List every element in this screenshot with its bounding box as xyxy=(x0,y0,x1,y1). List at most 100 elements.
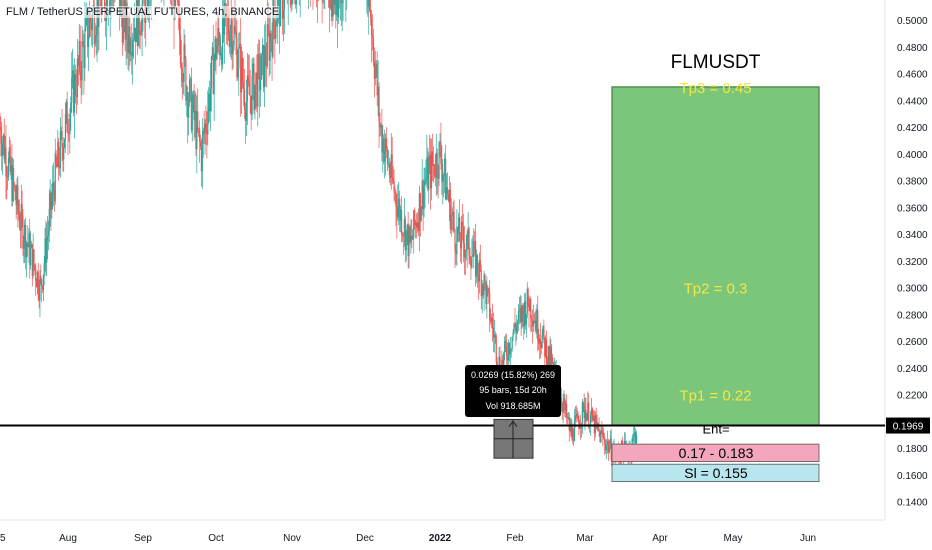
time-tick-label: Mar xyxy=(576,533,594,544)
candle-body xyxy=(6,176,8,177)
candle-body xyxy=(242,82,245,90)
candle xyxy=(491,303,494,342)
candle-body xyxy=(84,28,86,69)
candle xyxy=(9,139,11,176)
candle xyxy=(18,199,21,231)
time-tick-label: 5 xyxy=(0,533,6,544)
candle-body xyxy=(234,25,236,32)
candle-body xyxy=(572,427,574,440)
candle xyxy=(421,159,423,216)
candle-body xyxy=(436,152,438,176)
candle xyxy=(179,13,182,69)
candle xyxy=(332,0,334,21)
candle-body xyxy=(54,153,56,202)
candle xyxy=(451,207,453,232)
candle xyxy=(475,249,478,284)
candle xyxy=(524,292,527,330)
candle-body xyxy=(606,441,609,445)
candle xyxy=(190,67,192,134)
candle xyxy=(28,227,30,248)
candle-body xyxy=(398,198,400,207)
candle-body xyxy=(453,211,455,230)
candle-body xyxy=(415,222,417,226)
candle xyxy=(160,0,162,3)
candle xyxy=(403,198,405,247)
candle-body xyxy=(582,402,584,404)
candle xyxy=(134,27,137,65)
candle xyxy=(520,295,522,336)
candle xyxy=(79,25,81,89)
candle-body xyxy=(391,154,393,178)
candle-body xyxy=(125,2,127,40)
candle xyxy=(460,215,463,264)
candle xyxy=(594,411,596,438)
price-tick-label: 0.4800 xyxy=(897,43,928,54)
candle xyxy=(445,173,448,201)
candle-body xyxy=(50,193,52,210)
candle xyxy=(316,0,317,8)
candle xyxy=(430,138,433,201)
candle xyxy=(243,69,246,120)
candle xyxy=(525,313,527,338)
candle-body xyxy=(261,54,263,80)
candle-body xyxy=(196,111,198,149)
price-tick-label: 0.2600 xyxy=(897,337,928,348)
candle xyxy=(113,0,115,13)
candle-body xyxy=(537,310,539,341)
candle-body xyxy=(496,361,498,367)
candle xyxy=(518,297,520,325)
candle xyxy=(505,333,508,368)
candle-body xyxy=(335,0,337,15)
candle-body xyxy=(47,230,50,236)
candle-body xyxy=(567,416,569,418)
candle xyxy=(193,83,195,141)
candle xyxy=(142,0,144,32)
candle-body xyxy=(146,0,149,11)
candle-body xyxy=(381,125,383,153)
candle-body xyxy=(488,288,490,294)
candle-body xyxy=(521,305,523,322)
candle xyxy=(447,189,450,203)
candle xyxy=(81,26,83,96)
candle-body xyxy=(413,210,415,237)
candle-body xyxy=(429,155,431,165)
candle-body xyxy=(412,236,414,240)
candle xyxy=(340,0,341,21)
candle xyxy=(582,401,584,413)
candle xyxy=(371,13,374,51)
candle-body xyxy=(417,222,420,232)
candle xyxy=(249,69,251,114)
candle-body xyxy=(468,228,470,257)
candle-body xyxy=(32,249,34,276)
candle-body xyxy=(255,72,257,85)
candle xyxy=(0,116,2,157)
candle-body xyxy=(340,0,342,4)
candle xyxy=(526,282,528,319)
candle-body xyxy=(438,142,440,179)
candle xyxy=(214,36,216,71)
candle-body xyxy=(220,52,222,56)
candle xyxy=(415,213,418,239)
candle-body xyxy=(513,323,515,333)
candle xyxy=(590,410,592,436)
candle-body xyxy=(136,0,138,46)
candle-body xyxy=(47,235,49,241)
candle xyxy=(427,147,429,192)
current-price-badge: 0.1969 xyxy=(886,417,930,434)
candle-body xyxy=(383,138,385,162)
candle-body xyxy=(245,101,247,122)
candle-body xyxy=(584,409,586,419)
candle xyxy=(398,181,400,226)
candle xyxy=(140,19,142,36)
candle xyxy=(11,144,13,207)
candle xyxy=(121,0,123,56)
candle-body xyxy=(181,67,183,82)
candle-body xyxy=(604,437,606,445)
candle xyxy=(127,11,129,70)
candle xyxy=(562,393,564,424)
candle-body xyxy=(581,402,583,424)
candle-body xyxy=(109,0,111,12)
candle-body xyxy=(443,174,445,177)
